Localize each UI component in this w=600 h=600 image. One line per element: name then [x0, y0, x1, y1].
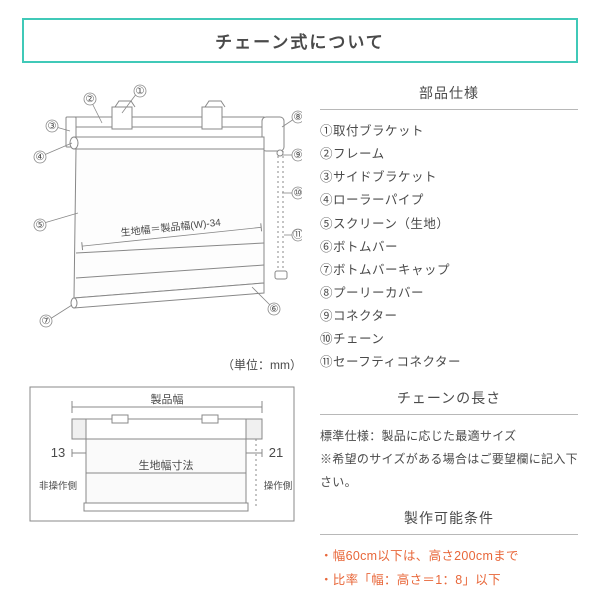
svg-text:生地幅寸法: 生地幅寸法: [139, 458, 194, 472]
svg-text:製品幅: 製品幅: [151, 392, 184, 406]
parts-heading: 部品仕様: [320, 83, 578, 110]
unit-label: （単位：mm）: [22, 356, 302, 373]
svg-text:⑥: ⑥: [270, 304, 279, 315]
left-column: 生地幅＝製品幅(W)-34 ① ② ③ ④ ⑤ ⑥ ⑦ ⑧: [22, 83, 302, 592]
parts-item: ⑥ボトムバー: [320, 236, 578, 259]
conditions-heading: 製作可能条件: [320, 508, 578, 535]
svg-text:13: 13: [51, 445, 65, 460]
svg-text:⑤: ⑤: [36, 220, 45, 231]
chain-length-line2: ※希望のサイズがある場合はご要望欄に記入下さい。: [320, 448, 578, 494]
svg-text:④: ④: [36, 152, 45, 163]
parts-item: ⑩チェーン: [320, 328, 578, 351]
main-diagram: 生地幅＝製品幅(W)-34 ① ② ③ ④ ⑤ ⑥ ⑦ ⑧: [22, 83, 302, 343]
svg-text:非操作側: 非操作側: [39, 480, 77, 492]
svg-text:⑪: ⑪: [293, 229, 302, 241]
title-box: チェーン式について: [22, 18, 578, 63]
title-text: チェーン式について: [215, 33, 385, 52]
right-column: 部品仕様 ①取付ブラケット ②フレーム ③サイドブラケット ④ローラーパイプ ⑤…: [320, 83, 578, 592]
parts-list: ①取付ブラケット ②フレーム ③サイドブラケット ④ローラーパイプ ⑤スクリーン…: [320, 120, 578, 374]
svg-text:21: 21: [269, 445, 283, 460]
parts-item: ④ローラーパイプ: [320, 189, 578, 212]
svg-text:③: ③: [48, 121, 57, 132]
svg-text:⑨: ⑨: [294, 150, 302, 161]
chain-length-body: 標準仕様：製品に応じた最適サイズ ※希望のサイズがある場合はご要望欄に記入下さい…: [320, 425, 578, 493]
main-layout: 生地幅＝製品幅(W)-34 ① ② ③ ④ ⑤ ⑥ ⑦ ⑧: [22, 83, 578, 592]
svg-text:⑧: ⑧: [294, 112, 302, 123]
chain-length-line1: 標準仕様：製品に応じた最適サイズ: [320, 425, 578, 448]
parts-item: ⑧プーリーカバー: [320, 282, 578, 305]
svg-text:⑩: ⑩: [294, 188, 302, 199]
parts-item: ⑪セーフティコネクター: [320, 351, 578, 374]
conditions-line2: ・比率「幅：高さ＝1：8」以下: [320, 569, 578, 593]
conditions-body: ・幅60cm以下は、高さ200cmまで ・比率「幅：高さ＝1：8」以下: [320, 545, 578, 593]
parts-item: ⑦ボトムバーキャップ: [320, 259, 578, 282]
conditions-line1: ・幅60cm以下は、高さ200cmまで: [320, 545, 578, 569]
parts-item: ⑤スクリーン（生地）: [320, 213, 578, 236]
svg-text:①: ①: [136, 86, 145, 97]
parts-item: ②フレーム: [320, 143, 578, 166]
chain-length-heading: チェーンの長さ: [320, 388, 578, 415]
svg-text:②: ②: [86, 94, 95, 105]
svg-text:⑦: ⑦: [42, 316, 51, 327]
parts-item: ①取付ブラケット: [320, 120, 578, 143]
cross-section-diagram: 製品幅 13 21 生地幅寸法: [22, 379, 302, 529]
parts-item: ⑨コネクター: [320, 305, 578, 328]
svg-text:操作側: 操作側: [264, 480, 293, 492]
parts-item: ③サイドブラケット: [320, 166, 578, 189]
